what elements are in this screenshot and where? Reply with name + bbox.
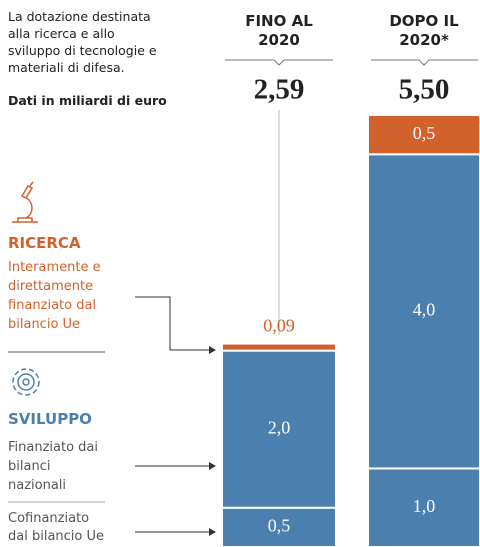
bar-segment: [221, 349, 337, 509]
bar-segment: [221, 506, 337, 547]
series-label: Cofinanziato dal bilancio Ue: [8, 511, 105, 544]
series-label: Interamente e direttamente finanziato da…: [8, 260, 101, 332]
gear-icon: [12, 368, 40, 396]
value-label: 4,0: [413, 299, 436, 319]
series-label: Finanziato dai bilanci nazionali: [8, 440, 99, 493]
column-header: DOPO IL 2020*: [389, 12, 459, 49]
column-header: FINO AL 2020: [245, 12, 313, 49]
value-label: 0,5: [268, 515, 291, 535]
arrows: [135, 296, 212, 533]
value-label: 1,0: [413, 496, 436, 516]
header-rules: [225, 59, 478, 66]
bar-segment: [221, 342, 337, 352]
arrowheads: [209, 346, 216, 536]
intro: La dotazione destinata alla ricerca e al…: [8, 9, 157, 75]
unit-note: Dati in miliardi di euro: [8, 93, 167, 108]
value-label: 2,0: [268, 417, 291, 437]
total-label: 5,50: [399, 74, 450, 106]
value-label: 0,5: [413, 123, 436, 143]
total-label: 2,59: [254, 74, 305, 106]
heading: SVILUPPO: [8, 410, 92, 428]
microscope-icon: [12, 181, 38, 223]
bar-segment: [367, 467, 480, 547]
value-label: 0,09: [263, 316, 295, 336]
heading: RICERCA: [8, 234, 81, 252]
bar-segment: [367, 114, 480, 156]
